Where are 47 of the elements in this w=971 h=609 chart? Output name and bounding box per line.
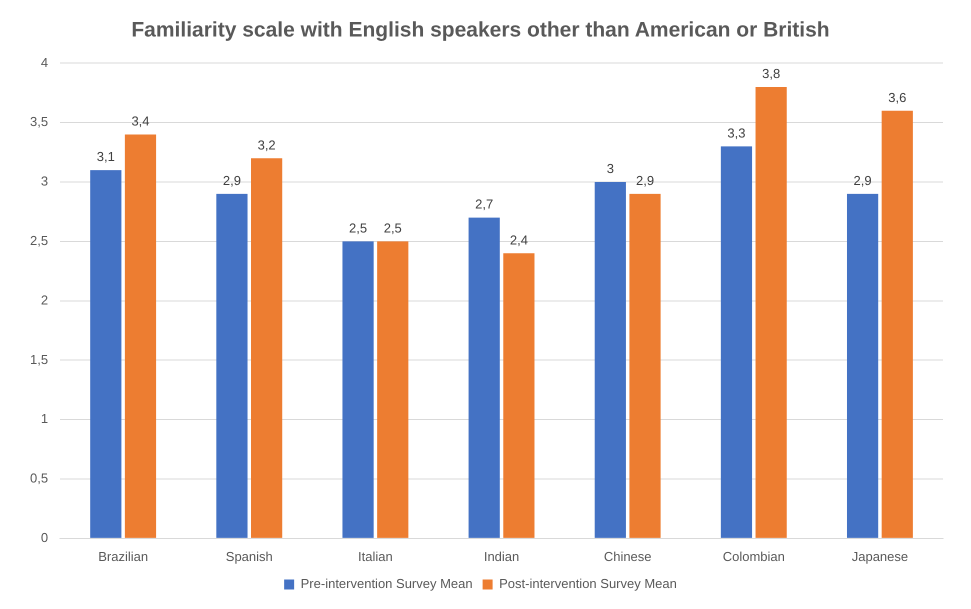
data-label: 3,8: [762, 66, 780, 82]
bar: [503, 253, 534, 538]
data-label: 3,6: [888, 90, 906, 105]
data-label: 2,9: [222, 172, 241, 188]
bar: [216, 194, 248, 538]
bar: [720, 146, 752, 538]
bar: [90, 170, 122, 538]
x-tick-label: Indian: [484, 548, 520, 564]
data-label: 3: [606, 161, 614, 176]
bar: [342, 241, 374, 538]
y-tick-label: 3,5: [30, 114, 48, 130]
bar: [468, 218, 500, 538]
data-label: 3,3: [727, 125, 746, 140]
x-tick-label: Japanese: [852, 548, 908, 564]
chart-title: Familiarity scale with English speakers other than American or British: [131, 18, 830, 42]
bar: [124, 134, 156, 538]
bar: [377, 241, 408, 538]
x-tick-label: Brazilian: [98, 548, 148, 564]
data-label: 2,9: [854, 172, 872, 188]
x-tick-label: Colombian: [722, 548, 785, 564]
data-label: 2,4: [510, 232, 528, 248]
data-label: 2,5: [384, 220, 402, 236]
bar: [756, 86, 787, 538]
legend-label: Pre-intervention Survey Mean: [300, 576, 473, 592]
x-tick-label: Chinese: [604, 548, 652, 564]
bar: [594, 182, 626, 538]
bar: [882, 110, 913, 538]
y-tick-label: 0,5: [30, 470, 48, 486]
y-tick-label: 4: [40, 54, 48, 70]
bar: [629, 194, 661, 538]
data-label: 3,2: [258, 137, 276, 152]
y-tick-label: 1: [40, 411, 48, 426]
data-label: 2,5: [349, 220, 368, 236]
data-label: 3,4: [131, 114, 150, 129]
y-tick-label: 0: [40, 530, 48, 545]
data-label: 3,1: [96, 149, 115, 164]
legend-label: Post-intervention Survey Mean: [499, 576, 677, 592]
y-tick-label: 2: [40, 292, 48, 308]
x-tick-label: Italian: [358, 548, 393, 564]
y-tick-label: 2,5: [30, 232, 48, 248]
y-tick-label: 1,5: [30, 352, 48, 367]
data-label: 2,9: [636, 172, 654, 188]
data-label: 2,7: [475, 196, 494, 212]
bar: [251, 158, 282, 538]
x-tick-label: Spanish: [226, 548, 273, 564]
bar: [846, 194, 878, 538]
y-tick-label: 3: [40, 174, 48, 189]
